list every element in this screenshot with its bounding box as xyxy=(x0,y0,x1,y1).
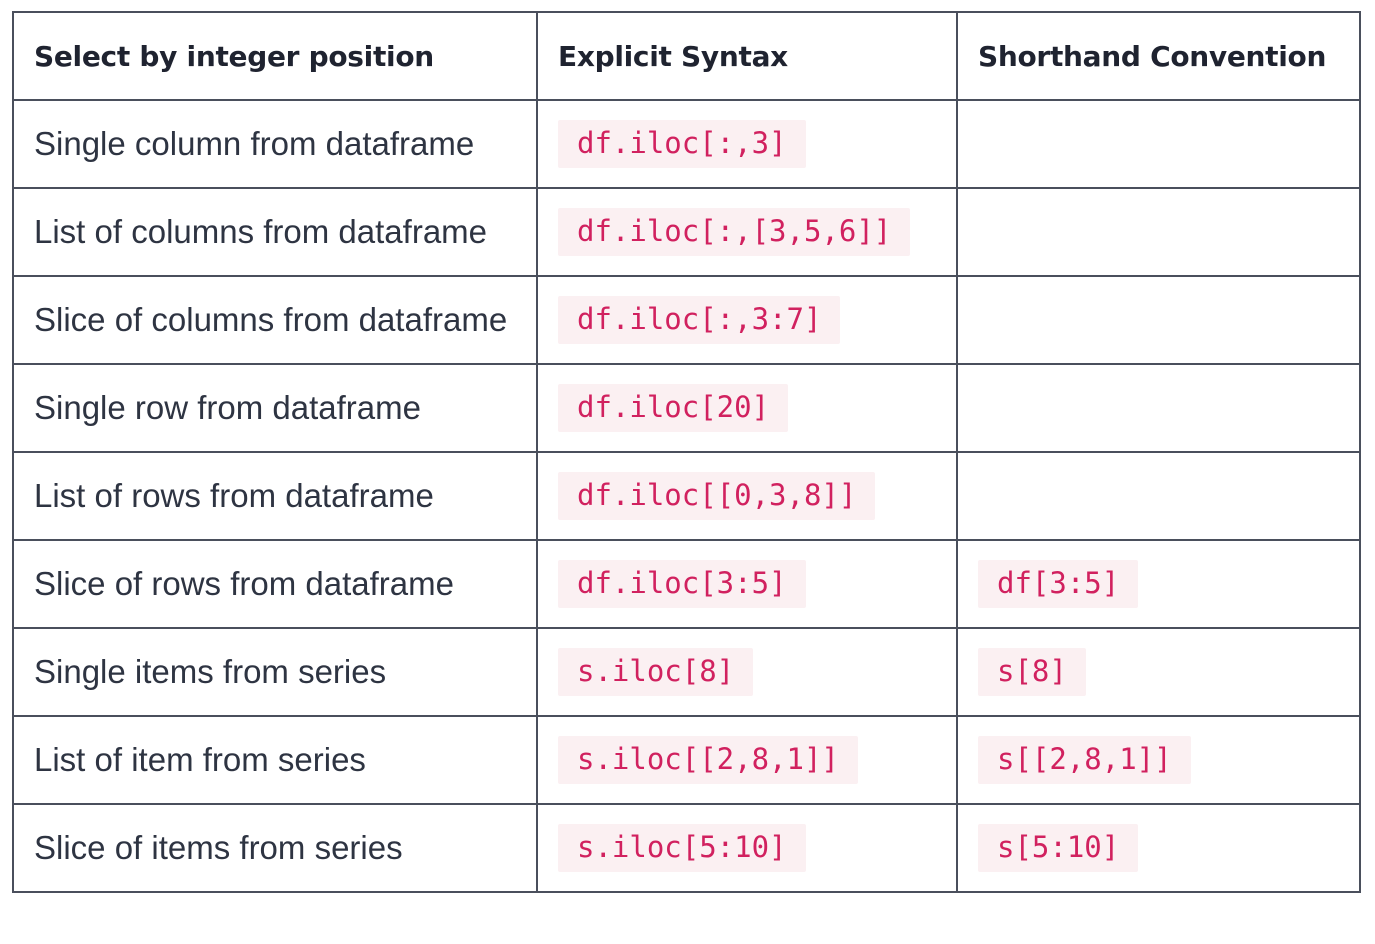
table-header-row: Select by integer position Explicit Synt… xyxy=(12,11,1361,101)
row-label: Slice of columns from dataframe xyxy=(12,275,538,365)
table-row: Slice of items from series s.iloc[5:10] s[… xyxy=(12,803,1361,893)
shorthand-convention-cell xyxy=(956,99,1361,189)
explicit-syntax-cell: df.iloc[[0,3,8]] xyxy=(536,451,958,541)
row-label: List of rows from dataframe xyxy=(12,451,538,541)
row-label: Single row from dataframe xyxy=(12,363,538,453)
table-row: List of columns from dataframe df.iloc[:,… xyxy=(12,187,1361,277)
explicit-syntax-cell: df.iloc[:,3:7] xyxy=(536,275,958,365)
explicit-syntax-cell: s.iloc[8] xyxy=(536,627,958,717)
row-label: Slice of rows from dataframe xyxy=(12,539,538,629)
table-row: Slice of columns from dataframe df.iloc[:… xyxy=(12,275,1361,365)
explicit-syntax-code: df.iloc[:,3] xyxy=(558,120,806,168)
column-header-shorthand-convention: Shorthand Convention xyxy=(956,11,1361,101)
explicit-syntax-cell: df.iloc[20] xyxy=(536,363,958,453)
table-row: Single row from dataframe df.iloc[20] xyxy=(12,363,1361,453)
column-header-explicit-syntax: Explicit Syntax xyxy=(536,11,958,101)
table-row: Single items from series s.iloc[8] s[8] xyxy=(12,627,1361,717)
shorthand-convention-cell: s[5:10] xyxy=(956,803,1361,893)
table-row: List of rows from dataframe df.iloc[[0,3,… xyxy=(12,451,1361,541)
explicit-syntax-cell: df.iloc[3:5] xyxy=(536,539,958,629)
explicit-syntax-code: df.iloc[:,[3,5,6]] xyxy=(558,208,911,256)
shorthand-convention-code: s[8] xyxy=(978,648,1086,696)
shorthand-convention-cell: df[3:5] xyxy=(956,539,1361,629)
table-body: Single column from dataframe df.iloc[:,3]… xyxy=(12,99,1361,893)
row-label: Single column from dataframe xyxy=(12,99,538,189)
iloc-reference-table-container: Select by integer position Explicit Synt… xyxy=(12,11,1361,893)
explicit-syntax-cell: s.iloc[[2,8,1]] xyxy=(536,715,958,805)
shorthand-convention-cell: s[8] xyxy=(956,627,1361,717)
table-row: Single column from dataframe df.iloc[:,3] xyxy=(12,99,1361,189)
row-label: List of columns from dataframe xyxy=(12,187,538,277)
explicit-syntax-code: df.iloc[3:5] xyxy=(558,560,806,608)
iloc-reference-table: Select by integer position Explicit Synt… xyxy=(12,11,1361,893)
explicit-syntax-code: s.iloc[8] xyxy=(558,648,754,696)
column-header-selection: Select by integer position xyxy=(12,11,538,101)
explicit-syntax-code: df.iloc[:,3:7] xyxy=(558,296,841,344)
table-row: List of item from series s.iloc[[2,8,1]] s… xyxy=(12,715,1361,805)
explicit-syntax-code: s.iloc[5:10] xyxy=(558,824,806,872)
row-label: Slice of items from series xyxy=(12,803,538,893)
shorthand-convention-cell xyxy=(956,451,1361,541)
shorthand-convention-code: s[[2,8,1]] xyxy=(978,736,1191,784)
explicit-syntax-cell: df.iloc[:,[3,5,6]] xyxy=(536,187,958,277)
shorthand-convention-cell xyxy=(956,363,1361,453)
explicit-syntax-cell: df.iloc[:,3] xyxy=(536,99,958,189)
explicit-syntax-code: df.iloc[[0,3,8]] xyxy=(558,472,876,520)
shorthand-convention-code: df[3:5] xyxy=(978,560,1139,608)
row-label: Single items from series xyxy=(12,627,538,717)
table-row: Slice of rows from dataframe df.iloc[3:5]… xyxy=(12,539,1361,629)
shorthand-convention-cell: s[[2,8,1]] xyxy=(956,715,1361,805)
shorthand-convention-cell xyxy=(956,187,1361,277)
explicit-syntax-code: df.iloc[20] xyxy=(558,384,789,432)
row-label: List of item from series xyxy=(12,715,538,805)
explicit-syntax-code: s.iloc[[2,8,1]] xyxy=(558,736,858,784)
shorthand-convention-code: s[5:10] xyxy=(978,824,1139,872)
shorthand-convention-cell xyxy=(956,275,1361,365)
explicit-syntax-cell: s.iloc[5:10] xyxy=(536,803,958,893)
